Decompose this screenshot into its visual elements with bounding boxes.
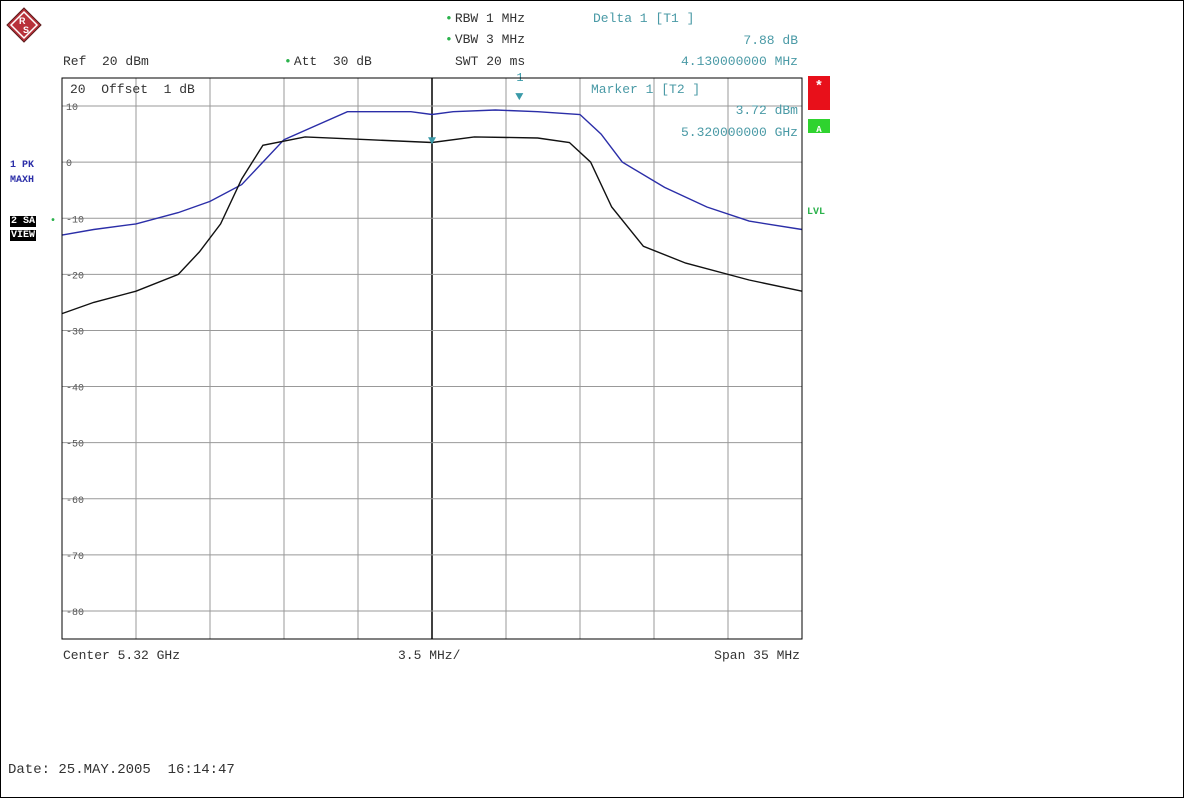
y-tick-labels: 10 0 -10 -20 -30 -40 -50 -60 -70 -80 (66, 103, 84, 619)
rs-logo: R S (6, 7, 42, 43)
y-tick-label: -10 (66, 215, 84, 226)
a-badge: A (808, 119, 830, 135)
center-frequency: Center 5.32 GHz (63, 648, 181, 663)
trace2-dot: • (50, 216, 57, 227)
traces (61, 109, 803, 315)
trace-line-2 (61, 136, 803, 315)
offset-label: 20 Offset 1 dB (70, 82, 195, 97)
trace2-label: 2 SA (10, 216, 37, 227)
delta-title: Delta 1 [T1 ] (593, 11, 695, 26)
svg-text:R: R (19, 16, 26, 26)
markers: 1 (428, 71, 524, 145)
date-stamp: Date: 25.MAY.2005 16:14:47 (8, 762, 235, 778)
marker-point (428, 137, 436, 145)
trace1-mode: MAXH (10, 175, 35, 186)
attenuation: Att 30 dB (284, 55, 372, 69)
red-status-badge: * (808, 76, 830, 110)
y-tick-label: 0 (66, 159, 72, 170)
sweep-time: SWT 20 ms (455, 54, 526, 69)
marker-value: 3.72 dBm (735, 103, 798, 118)
plot-border (61, 77, 803, 640)
y-tick-label: -70 (66, 552, 84, 563)
trace-line-1 (61, 109, 803, 236)
y-tick-label: -30 (66, 327, 84, 338)
delta-frequency: 4.130000000 MHz (680, 54, 798, 69)
rbw: RBW 1 MHz (445, 12, 525, 26)
vbw: VBW 3 MHz (445, 33, 525, 47)
y-tick-label: 10 (66, 103, 78, 114)
y-tick-label: -80 (66, 608, 84, 619)
delta-value: 7.88 dB (743, 33, 798, 48)
lvl-indicator: LVL (807, 207, 826, 218)
a-label: A (816, 125, 822, 135)
grid (62, 78, 802, 639)
y-tick-label: -50 (66, 440, 84, 451)
trace1-label: 1 PK (10, 160, 35, 171)
ref-level: Ref 20 dBm (63, 54, 149, 69)
marker-point (515, 93, 524, 101)
frequency-per-division: 3.5 MHz/ (398, 648, 461, 663)
svg-text:S: S (23, 25, 29, 35)
star-icon: * (814, 79, 824, 95)
y-tick-label: -20 (66, 271, 84, 282)
trace2-mode: VIEW (10, 230, 37, 241)
marker-title: Marker 1 [T2 ] (591, 82, 701, 97)
marker-frequency: 5.320000000 GHz (680, 125, 798, 140)
span: Span 35 MHz (714, 648, 800, 663)
y-tick-label: -40 (66, 384, 84, 395)
y-tick-label: -60 (66, 496, 84, 507)
